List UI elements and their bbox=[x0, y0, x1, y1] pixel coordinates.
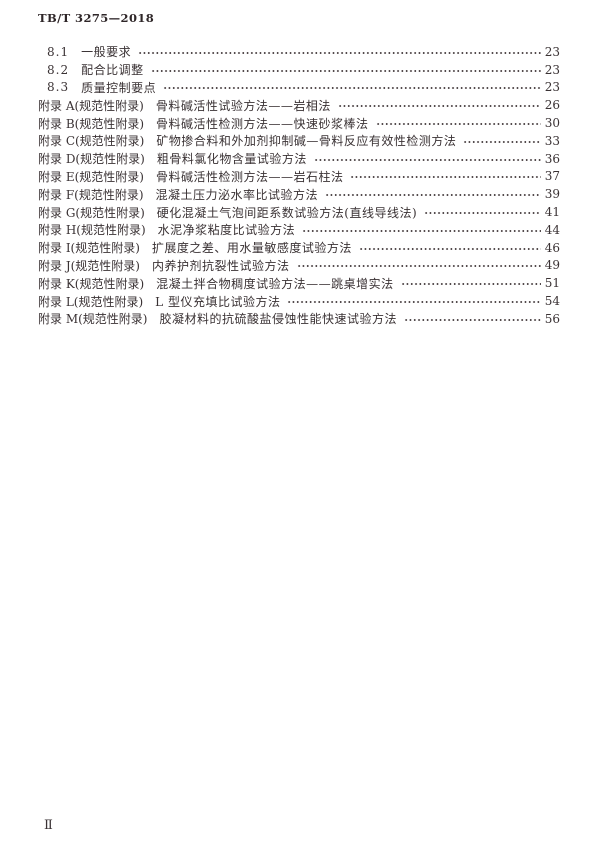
toc-entry-label: 附录 B(规范性附录) bbox=[38, 116, 144, 131]
toc-entry: 附录 G(规范性附录) 硬化混凝土气泡间距系数试验方法(直线导线法) 41 bbox=[38, 203, 560, 221]
toc-entry-title: 骨料碱活性试验方法——岩相法 bbox=[155, 98, 331, 113]
toc-entry-label: 附录 C(规范性附录) bbox=[38, 134, 145, 149]
toc-entry-page: 51 bbox=[544, 276, 560, 291]
dot-leader bbox=[350, 167, 541, 186]
toc-entry-page: 39 bbox=[544, 187, 560, 202]
dot-leader bbox=[358, 238, 541, 257]
toc-entry-page: 30 bbox=[544, 116, 560, 131]
document-header-standard-number: TB/T 3275—2018 bbox=[38, 11, 155, 25]
toc-entry-title: 一般要求 bbox=[81, 45, 132, 60]
toc-entry-label: 8.2 bbox=[47, 62, 70, 77]
toc-entry-label: 附录 F(规范性附录) bbox=[38, 187, 144, 202]
dot-leader bbox=[163, 78, 541, 97]
toc-entry-label: 附录 K(规范性附录) bbox=[38, 276, 145, 291]
toc-entry-title: 硬化混凝土气泡间距系数试验方法(直线导线法) bbox=[156, 205, 418, 220]
toc-entry: 附录 L(规范性附录) L 型仪充填比试验方法 54 bbox=[38, 292, 560, 310]
toc-entry-page: 23 bbox=[544, 44, 560, 59]
footer-page-number: Ⅱ bbox=[44, 818, 53, 833]
toc-entry-page: 23 bbox=[544, 62, 560, 77]
toc-entry: 附录 M(规范性附录) 胶凝材料的抗硫酸盐侵蚀性能快速试验方法 56 bbox=[38, 309, 560, 328]
toc-entry-page: 36 bbox=[544, 151, 560, 166]
toc-entry: 8.3 质量控制要点 23 bbox=[38, 78, 560, 97]
toc-entry-label: 附录 A(规范性附录) bbox=[38, 98, 144, 113]
dot-leader bbox=[325, 185, 541, 204]
toc-entry-title: 混凝土拌合物稠度试验方法——跳桌增实法 bbox=[156, 276, 394, 291]
dot-leader bbox=[150, 60, 541, 79]
toc-entry: 附录 K(规范性附录) 混凝土拌合物稠度试验方法——跳桌增实法 51 bbox=[38, 274, 560, 293]
toc-entry-page: 54 bbox=[544, 294, 560, 309]
toc-entry: 附录 F(规范性附录) 混凝土压力泌水率比试验方法 39 bbox=[38, 185, 560, 204]
dot-leader bbox=[375, 114, 541, 132]
toc-entry-label: 8.3 bbox=[47, 80, 70, 95]
toc-entry-label: 附录 I(规范性附录) bbox=[38, 241, 140, 256]
toc-entry: 附录 D(规范性附录) 粗骨料氯化物含量试验方法 36 bbox=[38, 149, 560, 168]
toc-entry: 附录 C(规范性附录) 矿物掺合料和外加剂抑制碱—骨料反应有效性检测方法 33 bbox=[38, 131, 560, 150]
toc-entry-label: 8.1 bbox=[47, 44, 70, 59]
toc-entry: 附录 A(规范性附录) 骨料碱活性试验方法——岩相法 26 bbox=[38, 96, 560, 115]
table-of-contents: 8.1 一般要求 23 8.2 配合比调整 23 8.3 质量控制要点 23 附… bbox=[38, 43, 560, 328]
toc-entry-label: 附录 J(规范性附录) bbox=[38, 258, 140, 273]
toc-entry-title: 质量控制要点 bbox=[81, 80, 157, 95]
toc-entry: 8.2 配合比调整 23 bbox=[38, 60, 560, 79]
toc-entry-page: 37 bbox=[544, 169, 560, 184]
toc-entry-title: 内养护剂抗裂性试验方法 bbox=[152, 258, 290, 273]
toc-entry-title: 水泥净浆粘度比试验方法 bbox=[157, 223, 296, 238]
toc-entry-page: 44 bbox=[544, 222, 560, 237]
toc-entry-page: 33 bbox=[544, 133, 560, 148]
toc-entry-label: 附录 M(规范性附录) bbox=[38, 312, 148, 327]
toc-entry-label: 附录 L(规范性附录) bbox=[38, 294, 144, 309]
toc-entry-page: 56 bbox=[544, 311, 560, 326]
toc-entry-label: 附录 D(规范性附录) bbox=[38, 152, 145, 167]
toc-entry-title: 骨料碱活性检测方法——岩石柱法 bbox=[155, 169, 344, 184]
dot-leader bbox=[337, 96, 541, 115]
dot-leader bbox=[313, 149, 541, 168]
toc-entry-title: 骨料碱活性检测方法——快速砂浆棒法 bbox=[156, 116, 369, 131]
toc-entry-title: 矿物掺合料和外加剂抑制碱—骨料反应有效性检测方法 bbox=[156, 134, 457, 149]
dot-leader bbox=[287, 292, 541, 310]
toc-entry-label: 附录 G(规范性附录) bbox=[38, 205, 145, 220]
toc-entry-label: 附录 H(规范性附录) bbox=[38, 223, 146, 238]
dot-leader bbox=[296, 256, 541, 275]
toc-entry-title: 粗骨料氯化物含量试验方法 bbox=[156, 152, 307, 167]
toc-entry: 附录 E(规范性附录) 骨料碱活性检测方法——岩石柱法 37 bbox=[38, 167, 560, 186]
toc-entry-title: 配合比调整 bbox=[81, 63, 144, 78]
toc-entry-page: 23 bbox=[544, 80, 560, 95]
toc-entry: 附录 H(规范性附录) 水泥净浆粘度比试验方法 44 bbox=[38, 220, 560, 239]
toc-entry: 附录 J(规范性附录) 内养护剂抗裂性试验方法 49 bbox=[38, 256, 560, 275]
toc-entry: 附录 B(规范性附录) 骨料碱活性检测方法——快速砂浆棒法 30 bbox=[38, 114, 560, 132]
toc-entry-page: 41 bbox=[544, 205, 560, 220]
toc-entry-title: 混凝土压力泌水率比试验方法 bbox=[155, 187, 319, 202]
dot-leader bbox=[424, 203, 541, 221]
dot-leader bbox=[463, 131, 541, 150]
toc-entry-page: 46 bbox=[544, 240, 560, 255]
toc-entry-page: 49 bbox=[544, 258, 560, 273]
toc-entry: 附录 I(规范性附录) 扩展度之差、用水量敏感度试验方法 46 bbox=[38, 238, 560, 257]
dot-leader bbox=[403, 309, 541, 328]
toc-entry: 8.1 一般要求 23 bbox=[38, 43, 560, 61]
toc-entry-title: L 型仪充填比试验方法 bbox=[155, 294, 281, 309]
toc-entry-title: 胶凝材料的抗硫酸盐侵蚀性能快速试验方法 bbox=[159, 312, 397, 327]
toc-entry-page: 26 bbox=[544, 98, 560, 113]
dot-leader bbox=[400, 274, 541, 293]
dot-leader bbox=[138, 43, 541, 61]
dot-leader bbox=[302, 220, 541, 239]
toc-entry-label: 附录 E(规范性附录) bbox=[38, 169, 144, 184]
toc-entry-title: 扩展度之差、用水量敏感度试验方法 bbox=[151, 241, 352, 256]
